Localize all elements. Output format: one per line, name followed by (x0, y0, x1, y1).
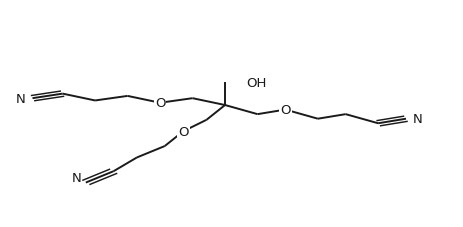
Text: N: N (16, 92, 26, 105)
Text: N: N (71, 172, 81, 185)
Text: O: O (280, 104, 290, 117)
Text: OH: OH (245, 76, 266, 89)
Text: N: N (412, 113, 422, 126)
Text: O: O (155, 97, 165, 110)
Text: O: O (178, 125, 188, 138)
